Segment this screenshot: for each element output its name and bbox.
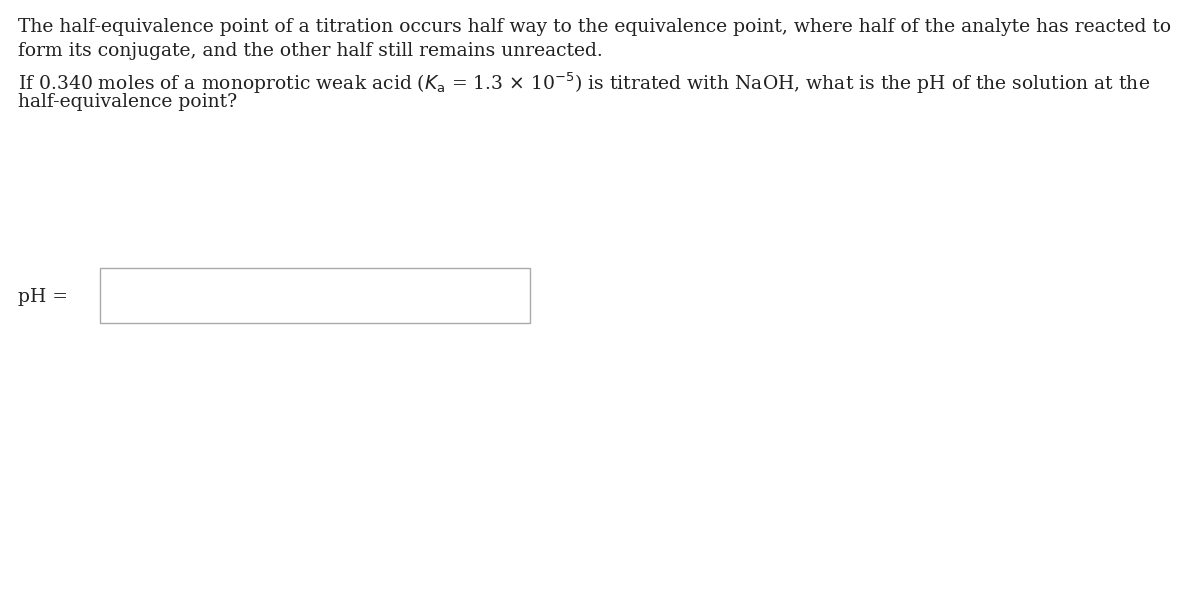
Text: pH =: pH = [18,288,68,306]
FancyBboxPatch shape [100,268,530,323]
Text: If 0.340 moles of a monoprotic weak acid ($K_\mathrm{a}$ = 1.3 $\times$ 10$^{-5}: If 0.340 moles of a monoprotic weak acid… [18,70,1150,95]
Text: half-equivalence point?: half-equivalence point? [18,93,238,111]
Text: form its conjugate, and the other half still remains unreacted.: form its conjugate, and the other half s… [18,42,602,60]
Text: The half-equivalence point of a titration occurs half way to the equivalence poi: The half-equivalence point of a titratio… [18,18,1171,36]
